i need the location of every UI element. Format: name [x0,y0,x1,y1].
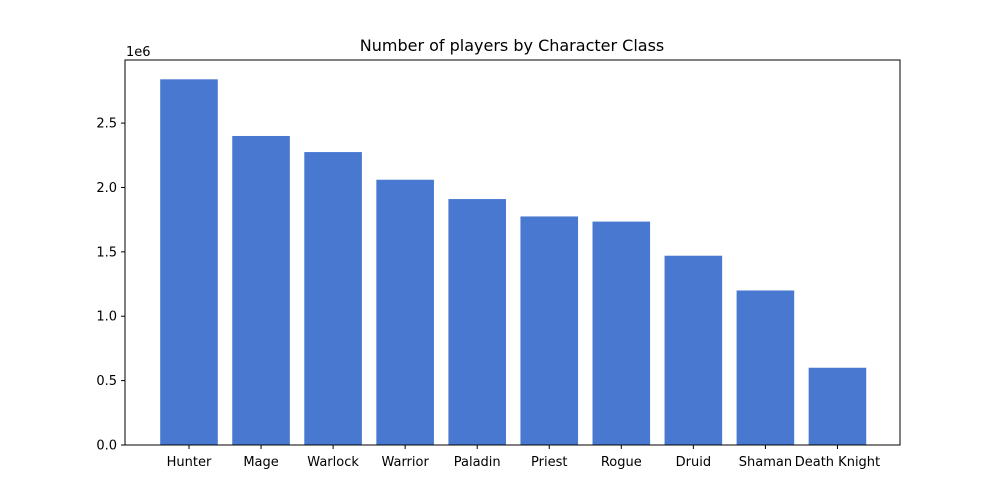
chart-title: Number of players by Character Class [360,36,664,55]
y-tick-label: 1.5 [96,245,117,260]
bar-rogue [592,221,651,445]
x-tick-label: Mage [243,455,278,470]
y-tick-label: 1.0 [96,310,117,325]
bar-warrior [376,179,434,445]
x-tick-label: Hunter [167,455,212,470]
x-ticks-group: Hunter Mage Warlock Warrior Paladin Priest Rog… [167,445,880,470]
y-tick-label: 2.0 [96,181,117,196]
plot-frame [124,59,901,446]
x-tick-label: Death Knight [795,455,880,470]
x-tick-label: Warlock [307,455,359,470]
x-tick-label: Shaman [739,455,792,470]
x-tick-label: Rogue [601,455,642,470]
x-tick-label: Priest [531,455,567,470]
bar-hunter [160,79,218,445]
bar-shaman [736,290,795,445]
bar-paladin [448,199,506,445]
bar-druid [664,255,723,445]
y-tick-label: 0.5 [96,374,117,389]
bar-death-knight [808,367,867,445]
y-ticks-group: 0.0 0.5 1.0 1.5 2.0 2.5 [96,117,125,454]
bar-mage [232,135,290,445]
x-tick-label: Druid [676,455,711,470]
y-tick-label: 0.0 [96,439,117,454]
bar-priest [520,216,579,445]
y-tick-label: 2.5 [96,117,117,132]
bar-warlock [304,152,362,445]
x-tick-label: Warrior [381,455,429,470]
x-tick-label: Paladin [454,455,501,470]
y-offset-label: 1e6 [126,45,151,60]
bars-group [160,79,867,445]
